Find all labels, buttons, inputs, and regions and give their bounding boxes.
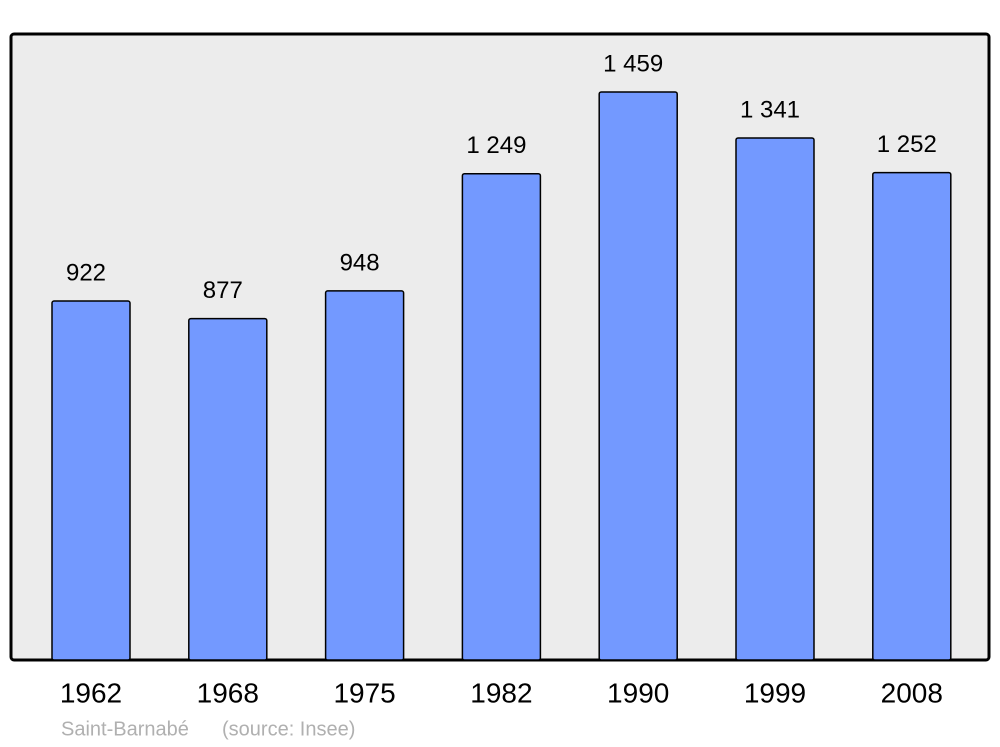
bar <box>188 317 268 661</box>
source-note: (source: Insee) <box>222 718 355 740</box>
bar <box>872 171 952 661</box>
chart-title: Saint-Barnabé <box>61 718 189 740</box>
x-tick-label: 2008 <box>881 677 943 708</box>
x-tick-label: 1999 <box>744 677 806 708</box>
value-label: 1 252 <box>877 131 937 158</box>
value-label: 922 <box>66 259 106 286</box>
value-label: 1 249 <box>466 132 526 159</box>
bar <box>51 300 131 661</box>
x-tick-label: 1982 <box>470 677 532 708</box>
value-label: 877 <box>203 277 243 304</box>
bar <box>324 290 405 661</box>
x-tick-label: 1962 <box>60 677 122 708</box>
x-tick-label: 1968 <box>197 677 259 708</box>
bar <box>461 173 542 661</box>
x-tick-label: 1975 <box>333 677 395 708</box>
x-tick-label: 1990 <box>607 677 669 708</box>
value-label: 1 341 <box>740 96 800 123</box>
bar <box>598 91 678 661</box>
value-label: 1 459 <box>603 50 663 77</box>
bar <box>735 137 815 661</box>
value-label: 948 <box>340 249 380 276</box>
